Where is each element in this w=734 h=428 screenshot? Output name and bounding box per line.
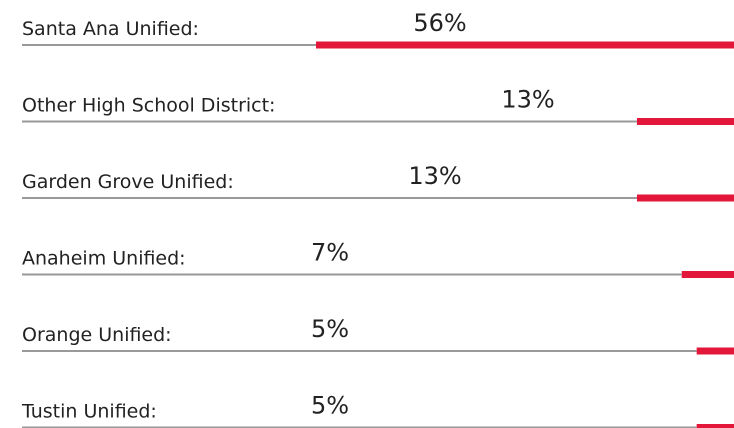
value-label: 5% — [311, 392, 349, 420]
bar — [636, 118, 734, 125]
value-label: 13% — [408, 162, 461, 190]
bar — [696, 347, 734, 355]
category-label: Santa Ana Unified: — [22, 18, 199, 40]
value-label: 7% — [311, 239, 349, 267]
value-label: 56% — [413, 9, 466, 37]
bar — [681, 271, 734, 278]
category-label: Tustin Unified: — [21, 401, 157, 423]
value-label: 13% — [501, 86, 554, 114]
category-label: Garden Grove Unified: — [22, 171, 234, 193]
bar — [696, 424, 734, 428]
bar — [316, 41, 734, 49]
bar — [636, 194, 734, 202]
category-label: Anaheim Unified: — [22, 248, 186, 270]
value-label: 5% — [311, 315, 349, 343]
category-label: Other High School District: — [22, 95, 275, 117]
category-label: Orange Unified: — [22, 324, 172, 346]
